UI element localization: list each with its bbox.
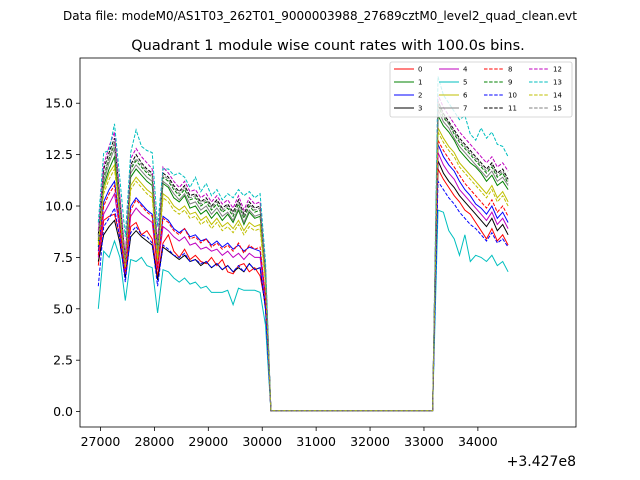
y-axis: 0.0 2.5 5.0 7.5 10.0 12.5 15.0: [45, 96, 80, 419]
legend-label-13: 13: [553, 79, 562, 87]
x-tick-label: 33000: [404, 434, 444, 449]
legend-label-9: 9: [508, 79, 512, 87]
figure-suptitle: Data file: modeM0/AS1T03_262T01_90000039…: [63, 9, 577, 23]
legend-label-8: 8: [508, 66, 512, 74]
legend-label-12: 12: [553, 66, 562, 74]
legend-label-5: 5: [463, 79, 467, 87]
x-tick-label: 28000: [135, 434, 175, 449]
x-tick-label: 27000: [81, 434, 121, 449]
legend-label-10: 10: [508, 92, 517, 100]
x-offset-label: +3.427e8: [507, 454, 576, 470]
legend-label-4: 4: [463, 66, 468, 74]
chart-title: Quadrant 1 module wise count rates with …: [131, 38, 525, 54]
x-tick-label: 32000: [350, 434, 390, 449]
plot-frame: [79, 57, 577, 428]
x-tick-label: 31000: [296, 434, 336, 449]
x-tick-label: 34000: [458, 434, 498, 449]
y-tick-label: 10.0: [45, 199, 73, 214]
y-tick-label: 5.0: [53, 301, 73, 316]
x-tick-label: 30000: [242, 434, 282, 449]
x-tick-label: 29000: [188, 434, 228, 449]
y-tick-label: 2.5: [53, 353, 73, 368]
y-tick-label: 15.0: [45, 96, 73, 111]
series-line-10: [97, 179, 509, 412]
legend-label-7: 7: [463, 105, 467, 113]
legend-label-14: 14: [553, 92, 562, 100]
legend-frame: [389, 61, 573, 118]
legend-label-3: 3: [418, 105, 422, 113]
legend-label-15: 15: [553, 105, 562, 113]
y-tick-label: 0.0: [53, 404, 73, 419]
y-tick-label: 7.5: [53, 250, 73, 265]
x-axis: 27000 28000 29000 30000 31000 32000 33000 34000: [81, 427, 498, 449]
y-tick-label: 12.5: [45, 147, 73, 162]
legend-label-0: 0: [418, 66, 422, 74]
legend-label-6: 6: [463, 92, 468, 100]
legend-label-11: 11: [508, 105, 517, 113]
legend-label-1: 1: [418, 79, 422, 87]
legend-label-2: 2: [418, 92, 422, 100]
